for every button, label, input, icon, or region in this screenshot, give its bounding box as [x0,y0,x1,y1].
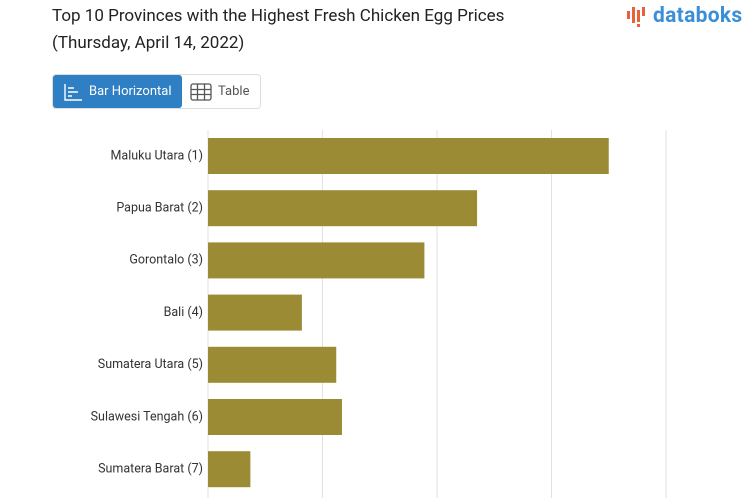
title-block: Top 10 Provinces with the Highest Fresh … [52,3,504,57]
y-tick-label: Sumatera Barat (7) [98,461,203,476]
chart-title: Top 10 Provinces with the Highest Fresh … [52,6,505,26]
bar [208,399,342,435]
bar [208,346,337,383]
y-tick-label: Sulawesi Tengah (6) [91,409,203,424]
bar [208,190,478,227]
logo-icon [627,7,645,27]
tab-bar[interactable]: Bar Horizontal [53,75,182,108]
tab-label: Table [218,84,250,99]
logo[interactable]: databoks [626,4,742,28]
tab-label: Bar Horizontal [89,84,172,99]
bar [208,294,302,331]
y-tick-label: Gorontalo (3) [129,253,203,268]
bar [208,138,609,174]
table-icon [190,82,212,101]
y-tick-label: Sumatera Utara (5) [98,357,203,372]
y-tick-label: Bali (4) [164,305,203,320]
y-tick-label: Papua Barat (2) [116,200,203,215]
tab-table[interactable]: Table [182,75,257,108]
chart-subtitle: (Thursday, April 14, 2022) [52,33,245,53]
bar-icon [64,83,82,101]
y-tick-label: Maluku Utara (1) [110,148,203,163]
bar [208,451,251,488]
brand-name: databoks [653,4,743,28]
bar [208,242,425,279]
view-tabs: Bar Horizontal Table [52,74,261,109]
